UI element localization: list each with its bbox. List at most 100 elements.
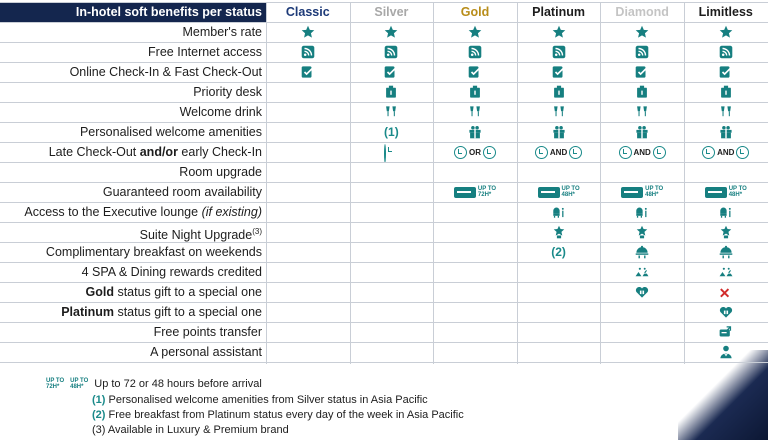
late-and-early-icon: AND (618, 145, 666, 159)
table-row: Late Check-Out and/or early Check-In OR AN… (0, 142, 768, 163)
benefit-cell (433, 322, 517, 342)
heart-gift-icon (719, 305, 733, 319)
checkin-icon (635, 65, 649, 79)
benefit-cell (684, 322, 768, 342)
benefit-cell (517, 42, 601, 62)
benefit-cell (433, 282, 517, 302)
grid-line (0, 242, 768, 243)
wifi-icon (384, 45, 398, 59)
checkin-icon (468, 65, 482, 79)
benefit-cell (600, 62, 684, 82)
checkin-icon (552, 65, 566, 79)
grid-line (0, 302, 768, 303)
key-72-legend-icon: UP TO 72H* (46, 378, 65, 390)
late-or-early-icon: OR (453, 145, 496, 159)
benefit-cell (600, 202, 684, 222)
benefit-cell (350, 42, 434, 62)
benefit-cell (433, 242, 517, 262)
breakfast-icon (635, 245, 649, 259)
benefit-cell (433, 122, 517, 142)
tier-silver: Silver (374, 5, 409, 19)
late-and-early-icon: AND (534, 145, 583, 159)
benefit-cell (517, 222, 601, 242)
tier-classic: Classic (285, 5, 330, 19)
benefit-cell (266, 322, 350, 342)
desk-icon (384, 85, 398, 99)
row-label: Room upgrade (179, 165, 262, 179)
grid-line (0, 82, 768, 83)
late-and-early-icon: AND (702, 145, 750, 159)
drink-icon (635, 105, 649, 119)
star-icon (468, 25, 482, 39)
grid-column-line (684, 2, 685, 364)
clock-icon (384, 144, 398, 163)
benefit-cell (266, 202, 350, 222)
transfer-icon (719, 325, 733, 339)
wifi-icon (301, 45, 315, 59)
suite-icon (719, 225, 733, 239)
desk-icon (635, 85, 649, 99)
benefit-cell (266, 22, 350, 42)
benefit-cell (266, 102, 350, 122)
footnote-2: (2) Free breakfast from Platinum status … (92, 409, 464, 421)
benefit-cell (517, 122, 601, 142)
star-icon (552, 25, 566, 39)
grid-line (0, 142, 768, 143)
benefit-cell (517, 202, 601, 222)
wifi-icon (635, 45, 649, 59)
benefit-cell (600, 322, 684, 342)
upgrade-icon (468, 165, 482, 179)
footnote-ref-2: (2) (551, 245, 566, 259)
benefit-cell (350, 142, 434, 163)
benefit-cell (600, 302, 684, 322)
star-icon (301, 25, 315, 39)
benefit-cell (433, 342, 517, 362)
benefit-cell (433, 222, 517, 242)
benefit-cell (350, 302, 434, 322)
benefit-cell (600, 342, 684, 362)
footnote-1: (1) Personalised welcome amenities from … (92, 394, 428, 406)
benefit-cell (517, 302, 601, 322)
grid-column-line (266, 2, 267, 364)
benefit-cell (517, 282, 601, 302)
guaranteed-room-key-48-icon: UP TO 48H* (704, 186, 747, 198)
footnote-ref-1: (1) (384, 125, 399, 139)
benefit-cell (684, 62, 768, 82)
benefit-cell (600, 122, 684, 142)
benefit-cell: UP TO 48H* (517, 182, 601, 202)
benefit-cell: UP TO 48H* (684, 182, 768, 202)
heart-gift-icon (635, 285, 649, 299)
row-label: Gold status gift to a special one (85, 285, 262, 299)
benefit-cell (600, 222, 684, 242)
drink-icon (384, 105, 398, 119)
row-label: Free Internet access (148, 45, 262, 59)
grid-column-line (600, 2, 602, 364)
benefit-cell (684, 302, 768, 322)
benefit-cell (684, 22, 768, 42)
footnote-hours: UP TO 72H* UP TO 48H* Up to 72 or 48 hours… (46, 378, 262, 390)
desk-icon (719, 85, 733, 99)
benefit-cell: OR (433, 142, 517, 162)
row-label: Late Check-Out and/or early Check-In (48, 145, 262, 159)
upgrade-icon (635, 165, 649, 179)
benefit-cell (350, 342, 434, 362)
gift-icon (635, 125, 649, 139)
benefit-cell (266, 302, 350, 322)
table-row: Complimentary breakfast on weekends (2) (0, 242, 768, 262)
grid-line (0, 162, 768, 163)
suite-icon (635, 225, 649, 239)
benefit-cell (684, 262, 768, 282)
grid-line (0, 42, 768, 43)
wifi-icon (468, 45, 482, 59)
grid-column-line (433, 2, 435, 364)
row-label: Personalised welcome amenities (79, 125, 262, 139)
benefit-cell (684, 202, 768, 222)
benefit-cell (600, 262, 684, 282)
benefit-cell (433, 302, 517, 322)
grid-line (0, 262, 768, 263)
benefit-cell (350, 322, 434, 342)
benefit-cell (517, 162, 601, 182)
table-row: Guaranteed room availability UP TO 72H* UP … (0, 182, 768, 202)
table-row: Room upgrade (0, 162, 768, 182)
grid-line (0, 182, 768, 183)
